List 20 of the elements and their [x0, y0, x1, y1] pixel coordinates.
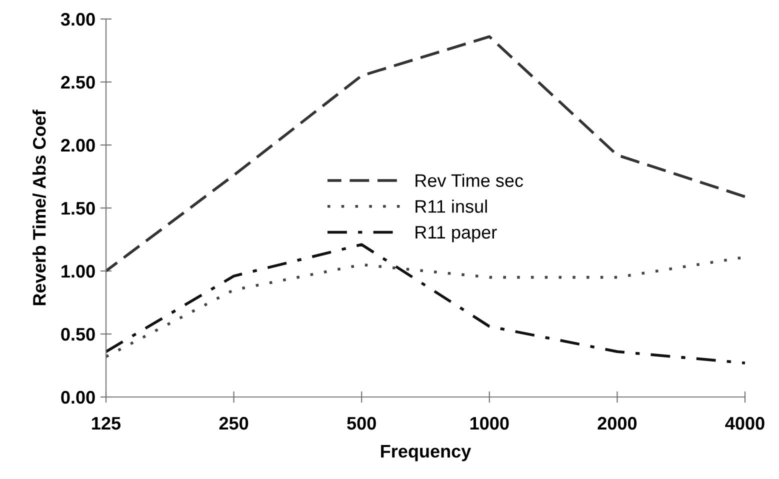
- y-tick-label: 3.00: [60, 12, 95, 26]
- x-tick-label: 1000: [470, 416, 509, 430]
- legend-label: R11 insul: [416, 200, 487, 213]
- y-tick-label: 2.50: [61, 76, 95, 89]
- legend-label: Rev Time sec: [416, 174, 524, 187]
- y-tick-label: 0.00: [61, 390, 95, 404]
- y-tick-label: 1.00: [62, 264, 95, 278]
- x-tick-label: 250: [219, 416, 248, 430]
- line-series: [104, 243, 746, 364]
- legend-label: R11 paper: [416, 226, 497, 242]
- x-axis-title: Frequency: [381, 445, 472, 462]
- x-tick-label: 125: [92, 416, 121, 430]
- y-tick-label: 0.50: [61, 328, 95, 341]
- line-series: [104, 35, 746, 272]
- x-tick-label: 4000: [725, 416, 764, 430]
- x-tick-label: 500: [347, 416, 376, 430]
- y-tick-label: 1.50: [62, 202, 95, 215]
- x-tick-label: 2000: [598, 416, 637, 430]
- y-tick-label: 2.00: [61, 138, 95, 152]
- y-axis-title: Reverb Time/ Abs Coef: [32, 110, 46, 306]
